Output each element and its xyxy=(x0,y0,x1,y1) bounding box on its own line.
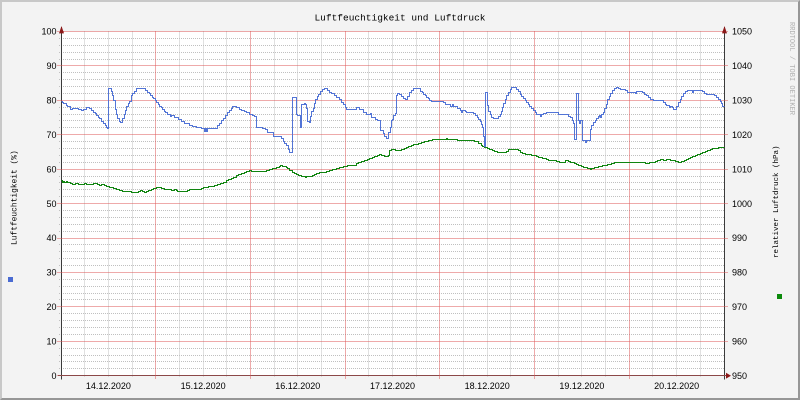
svg-text:20: 20 xyxy=(46,302,56,312)
svg-text:1000: 1000 xyxy=(732,199,752,209)
svg-text:15.12.2020: 15.12.2020 xyxy=(181,381,226,391)
svg-text:980: 980 xyxy=(732,268,747,278)
svg-text:960: 960 xyxy=(732,337,747,347)
svg-text:Luftfeuchtigkeit und Luftdruck: Luftfeuchtigkeit und Luftdruck xyxy=(314,13,485,24)
svg-text:70: 70 xyxy=(46,130,56,140)
svg-text:90: 90 xyxy=(46,61,56,71)
svg-text:990: 990 xyxy=(732,233,747,243)
svg-text:1020: 1020 xyxy=(732,130,752,140)
svg-text:RRDTOOL / TOBI OETIKER: RRDTOOL / TOBI OETIKER xyxy=(787,22,795,116)
svg-text:17.12.2020: 17.12.2020 xyxy=(370,381,415,391)
svg-text:Luftfeuchtigkeit (%): Luftfeuchtigkeit (%) xyxy=(11,150,20,245)
svg-text:30: 30 xyxy=(46,268,56,278)
svg-text:10: 10 xyxy=(46,337,56,347)
svg-text:970: 970 xyxy=(732,302,747,312)
svg-text:60: 60 xyxy=(46,164,56,174)
svg-text:18.12.2020: 18.12.2020 xyxy=(465,381,510,391)
svg-text:20.12.2020: 20.12.2020 xyxy=(654,381,699,391)
svg-text:100: 100 xyxy=(41,27,56,37)
svg-text:1040: 1040 xyxy=(732,61,752,71)
svg-text:40: 40 xyxy=(46,233,56,243)
svg-text:0: 0 xyxy=(51,371,56,381)
svg-text:1010: 1010 xyxy=(732,164,752,174)
svg-text:950: 950 xyxy=(732,371,747,381)
svg-text:1050: 1050 xyxy=(732,27,752,37)
svg-text:50: 50 xyxy=(46,199,56,209)
svg-text:1030: 1030 xyxy=(732,96,752,106)
svg-text:relativer Luftdruck (hPa): relativer Luftdruck (hPa) xyxy=(773,145,781,258)
svg-text:19.12.2020: 19.12.2020 xyxy=(559,381,604,391)
svg-text:16.12.2020: 16.12.2020 xyxy=(275,381,320,391)
svg-text:14.12.2020: 14.12.2020 xyxy=(86,381,131,391)
svg-text:80: 80 xyxy=(46,96,56,106)
